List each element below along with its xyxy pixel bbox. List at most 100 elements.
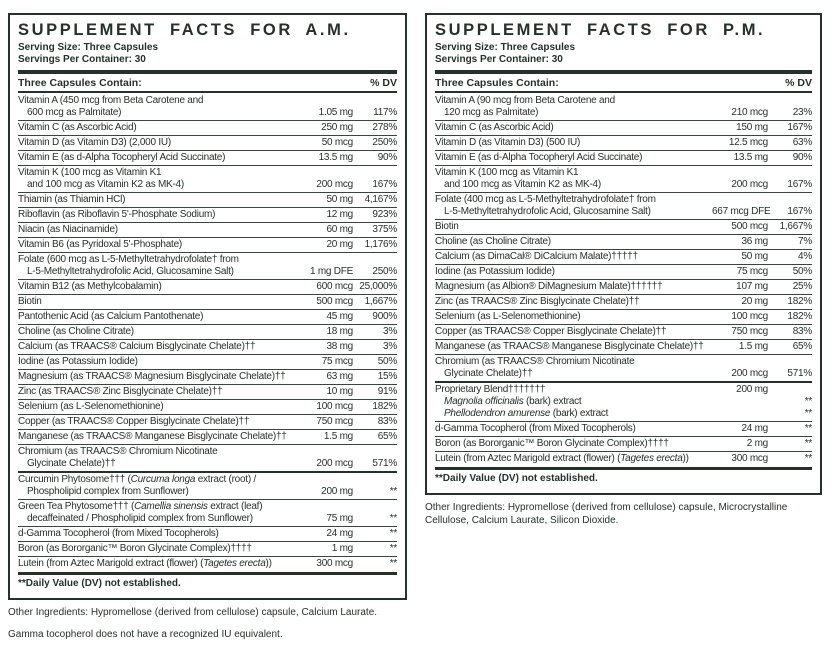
panel-title-pm: SUPPLEMENT FACTS FOR P.M.	[435, 21, 766, 39]
row-amount: 750 mcg	[316, 416, 353, 427]
row-main: Calcium (as DimaCal® DiCalcium Malate)††…	[435, 251, 812, 263]
row-amount: 50 mg	[326, 194, 353, 205]
row-label: Vitamin K (100 mcg as Vitamin K1 and 100 …	[18, 167, 184, 190]
row-label: Calcium (as DimaCal® DiCalcium Malate)††…	[435, 251, 638, 262]
row-main: Pantothenic Acid (as Calcium Pantothenat…	[18, 311, 397, 323]
supplement-row: Folate (600 mcg as L-5-Methyltetrahydrof…	[18, 252, 397, 279]
row-dv: 571%	[787, 368, 812, 379]
supplement-row: Boron (as Bororganic™ Boron Glycinate Co…	[18, 541, 397, 556]
sub-ingredient-label: Magnolia officinalis (bark) extract	[444, 396, 582, 407]
row-main: Vitamin B12 (as Methylcobalamin) 600 mcg 2…	[18, 281, 397, 293]
row-dv: 50%	[377, 356, 398, 367]
row-label: Vitamin K (100 mcg as Vitamin K1 and 100 …	[435, 167, 601, 190]
row-label: Zinc (as TRAACS® Zinc Bisglycinate Chela…	[435, 296, 640, 307]
row-dv: 278%	[372, 122, 397, 133]
row-amount: 250 mg	[321, 122, 353, 133]
row-amount: 1 mg	[331, 543, 353, 554]
other-ingredients-note: Gamma tocopherol does not have a recogni…	[8, 628, 283, 640]
supplement-row: Biotin 500 mcg 1,667%	[18, 294, 397, 309]
supplement-row: Biotin 500 mcg 1,667%	[435, 219, 812, 234]
row-dv: 1,667%	[779, 221, 813, 232]
supplement-rows: Vitamin A (450 mcg from Beta Carotene an…	[18, 94, 397, 571]
row-label: Riboflavin (as Riboflavin 5'-Phosphate S…	[18, 209, 216, 220]
dv-footnote: **Daily Value (DV) not established.	[18, 572, 397, 593]
row-amount: 12 mg	[326, 209, 353, 220]
row-dv: 90%	[377, 152, 398, 163]
row-main: Vitamin D (as Vitamin D3) (500 IU) 12.5 m…	[435, 137, 812, 149]
servings-per-container: Servings Per Container: 30	[435, 54, 563, 65]
row-label: Copper (as TRAACS® Copper Bisglycinate C…	[435, 326, 667, 337]
supplement-row: Proprietary Blend††††††† 200 mg Magnolia o…	[435, 381, 812, 421]
row-dv: 3%	[383, 341, 397, 352]
row-label: Vitamin E (as d-Alpha Tocopheryl Acid Su…	[18, 152, 226, 163]
row-amount: 1.5 mg	[738, 341, 768, 352]
row-label: d-Gamma Tocopherol (from Mixed Tocophero…	[435, 423, 636, 434]
row-dv: 83%	[377, 416, 398, 427]
below-panel-notes: Other Ingredients: Hypromellose (derived…	[8, 607, 407, 641]
row-label: Zinc (as TRAACS® Zinc Bisglycinate Chela…	[18, 386, 223, 397]
row-main: Vitamin E (as d-Alpha Tocopheryl Acid Su…	[435, 152, 812, 164]
row-label: Thiamin (as Thiamin HCl)	[18, 194, 126, 205]
supplement-row: Curcumin Phytosome††† (Curcuma longa ext…	[18, 471, 397, 499]
supplement-row: d-Gamma Tocopherol (from Mixed Tocophero…	[18, 526, 397, 541]
row-label: Vitamin A (90 mcg from Beta Carotene and…	[435, 95, 615, 118]
row-dv: 83%	[792, 326, 813, 337]
row-amount: 38 mg	[326, 341, 353, 352]
row-amount: 50 mg	[741, 251, 768, 262]
other-ingredients-note: Other Ingredients: Hypromellose (derived…	[8, 607, 378, 618]
supplement-row: Lutein (from Aztec Marigold extract (flo…	[18, 556, 397, 571]
row-dv: 15%	[377, 371, 398, 382]
sub-ingredient-row: Phellodendron amurense (bark) extract **	[435, 408, 812, 420]
row-label: Manganese (as TRAACS® Manganese Bisglyci…	[18, 431, 287, 442]
row-amount: 13.5 mg	[318, 152, 354, 163]
row-main: Lutein (from Aztec Marigold extract (flo…	[18, 558, 397, 570]
row-amount: 75 mcg	[321, 356, 354, 367]
row-main: Calcium (as TRAACS® Calcium Bisglycinate…	[18, 341, 397, 353]
row-dv: 4%	[798, 251, 812, 262]
supplement-row: Boron (as Bororganic™ Boron Glycinate Co…	[435, 436, 812, 451]
row-main: Zinc (as TRAACS® Zinc Bisglycinate Chela…	[435, 296, 812, 308]
supplement-row: Vitamin K (100 mcg as Vitamin K1 and 100 …	[18, 165, 397, 192]
row-label: Choline (as Choline Citrate)	[435, 236, 551, 247]
row-dv: 25%	[792, 281, 813, 292]
row-main: d-Gamma Tocopherol (from Mixed Tocophero…	[435, 423, 812, 435]
row-amount: 200 mcg	[316, 179, 353, 190]
supplement-row: Choline (as Choline Citrate) 36 mg 7%	[435, 234, 812, 249]
row-main: Vitamin B6 (as Pyridoxal 5'-Phosphate) 20…	[18, 239, 397, 251]
row-amount: 500 mcg	[731, 221, 768, 232]
row-dv: 50%	[792, 266, 813, 277]
row-dv: 167%	[787, 206, 812, 217]
supplement-row: Folate (400 mcg as L-5-Methyltetrahydrof…	[435, 192, 812, 219]
row-amount: 300 mcg	[316, 558, 353, 569]
row-main: Proprietary Blend††††††† 200 mg	[435, 384, 812, 396]
row-dv: **	[389, 558, 398, 569]
row-label: Proprietary Blend†††††††	[435, 384, 546, 395]
supplement-row: Vitamin A (450 mcg from Beta Carotene an…	[18, 94, 397, 120]
row-dv: 1,176%	[364, 239, 398, 250]
supplement-row: Copper (as TRAACS® Copper Bisglycinate C…	[18, 414, 397, 429]
row-main: Selenium (as L-Selenomethionine) 100 mcg 1…	[18, 401, 397, 413]
row-amount: 200 mcg	[731, 368, 768, 379]
row-amount: 60 mg	[326, 224, 353, 235]
row-main: Riboflavin (as Riboflavin 5'-Phosphate S…	[18, 209, 397, 221]
row-dv: 90%	[792, 152, 813, 163]
row-amount: 200 mg	[321, 486, 353, 497]
row-main: Iodine (as Potassium Iodide) 75 mcg 50%	[18, 356, 397, 368]
supplement-row: Calcium (as TRAACS® Calcium Bisglycinate…	[18, 339, 397, 354]
row-main: Boron (as Bororganic™ Boron Glycinate Co…	[435, 438, 812, 450]
row-label: Vitamin C (as Ascorbic Acid)	[435, 122, 554, 133]
row-dv: 167%	[787, 122, 812, 133]
row-amount: 210 mcg	[731, 107, 768, 118]
row-dv: 167%	[787, 179, 812, 190]
panel-title-am: SUPPLEMENT FACTS FOR A.M.	[18, 21, 351, 39]
row-main: Copper (as TRAACS® Copper Bisglycinate C…	[18, 416, 397, 428]
supplement-row: Chromium (as TRAACS® Chromium Nicotinate…	[435, 354, 812, 381]
row-amount: 63 mg	[326, 371, 353, 382]
row-label: Lutein (from Aztec Marigold extract (flo…	[18, 558, 272, 569]
supplement-row: d-Gamma Tocopherol (from Mixed Tocophero…	[435, 421, 812, 436]
contain-header: Three Capsules Contain:	[435, 77, 559, 89]
row-amount: 107 mg	[736, 281, 768, 292]
sub-ingredient-row: Magnolia officinalis (bark) extract **	[435, 396, 812, 408]
supplement-row: Iodine (as Potassium Iodide) 75 mcg 50%	[435, 264, 812, 279]
supplement-row: Thiamin (as Thiamin HCl) 50 mg 4,167%	[18, 192, 397, 207]
